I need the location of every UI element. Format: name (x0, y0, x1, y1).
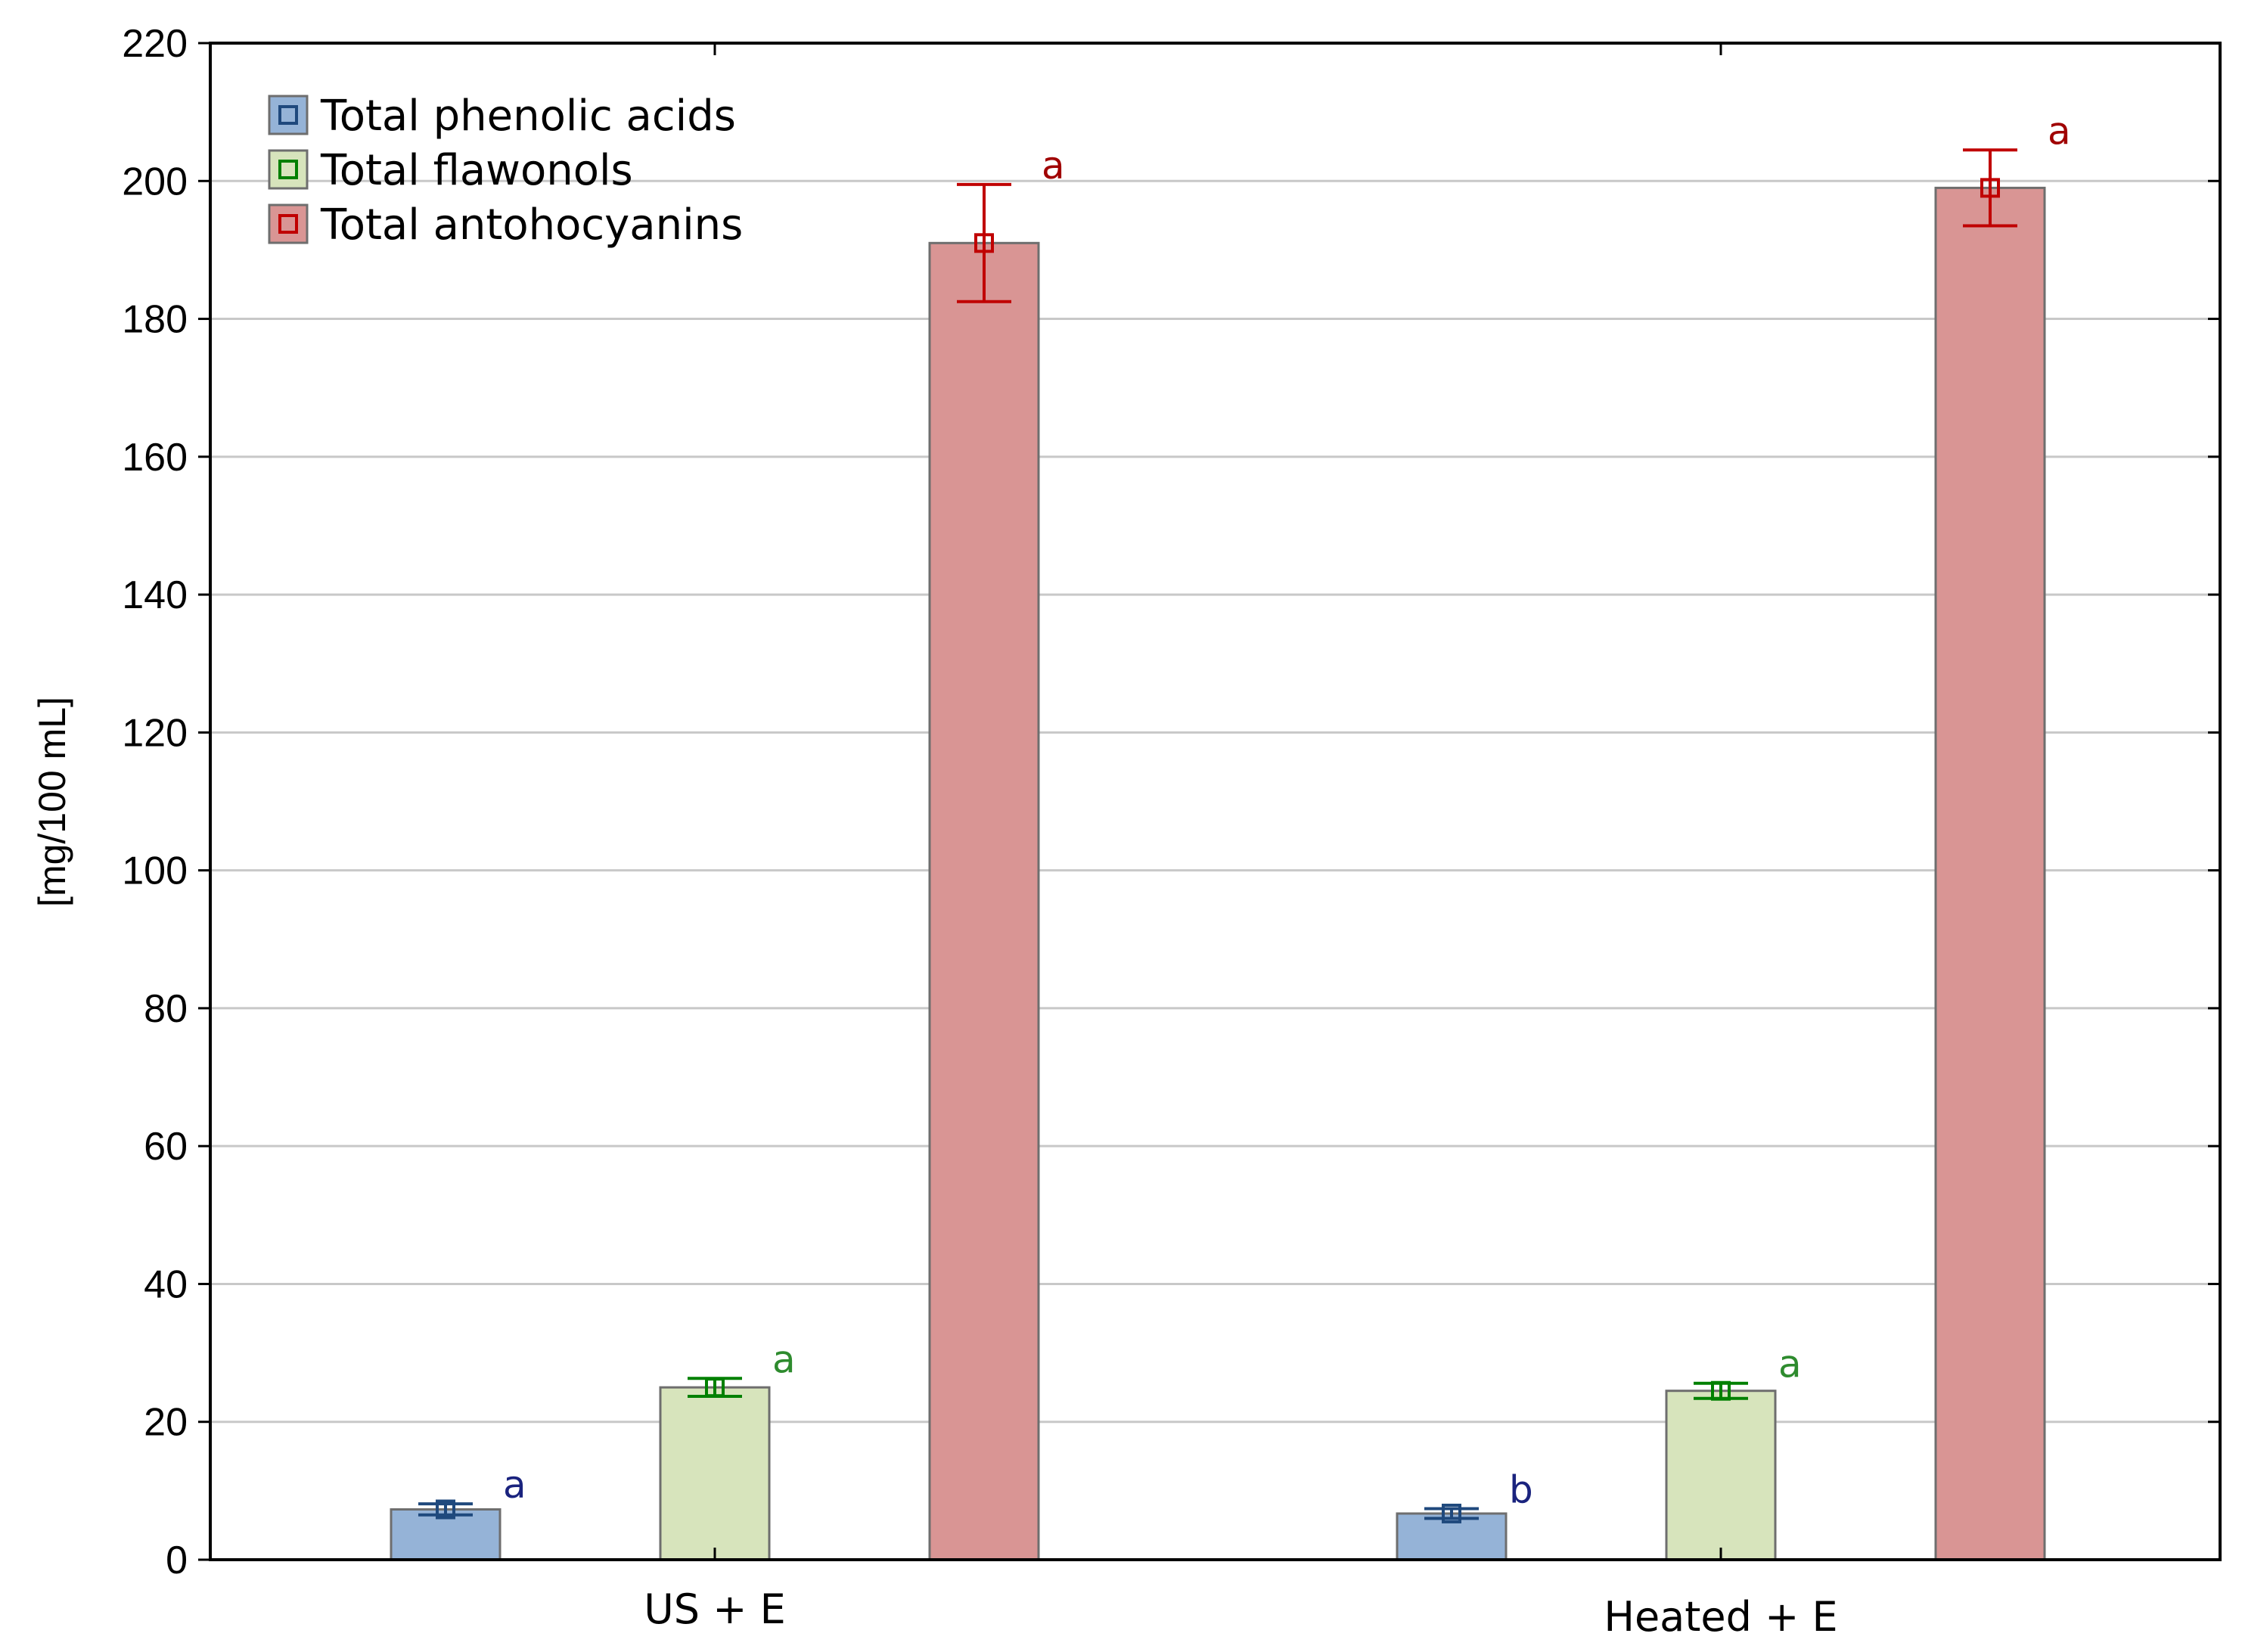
significance-letter: a (1778, 1343, 1802, 1386)
legend-label: Total flawonols (320, 146, 633, 195)
legend-item: Total antohocyanins (268, 200, 743, 250)
bar-group: a (390, 1463, 526, 1561)
y-tick-label: 120 (122, 711, 188, 755)
legend-marker (278, 214, 298, 234)
legend-label: Total phenolic acids (320, 92, 736, 141)
legend-swatch (268, 95, 309, 135)
y-tick-label: 160 (122, 436, 188, 480)
bars: a b a a a a (390, 109, 2071, 1561)
y-tick-label: 80 (144, 987, 188, 1031)
legend-item: Total phenolic acids (268, 92, 736, 141)
y-tick-label: 40 (144, 1262, 188, 1306)
significance-letter: a (772, 1337, 796, 1381)
legend-item: Total flawonols (268, 146, 633, 195)
y-tick-label: 100 (122, 849, 188, 893)
mean-marker (1711, 1380, 1731, 1401)
legend: Total phenolic acids Total flawonols Total… (268, 92, 743, 250)
significance-letter: b (1509, 1468, 1533, 1512)
y-axis-ticks: 0 20 40 60 80 100 120 140 160 180 200 220 (122, 22, 2220, 1582)
mean-marker (1442, 1503, 1461, 1523)
bar-group: a (1665, 1343, 1802, 1561)
legend-swatch (268, 203, 309, 244)
legend-label: Total antohocyanins (320, 200, 743, 250)
mean-marker (705, 1377, 725, 1398)
y-tick-label: 140 (122, 573, 188, 617)
y-tick-label: 180 (122, 298, 188, 342)
legend-marker (278, 105, 298, 125)
y-axis-title: [mg/100 mL] (31, 697, 73, 907)
significance-letter: a (1042, 144, 1065, 188)
bar (1665, 1390, 1777, 1561)
bar-group: a (659, 1337, 796, 1561)
bar (659, 1386, 771, 1561)
bar (928, 241, 1040, 1561)
gridlines (210, 179, 2220, 1424)
y-tick-label: 20 (144, 1401, 188, 1445)
x-category-label: US + E (644, 1585, 786, 1633)
mean-marker (436, 1499, 455, 1520)
significance-letter: a (503, 1463, 526, 1507)
bar (1934, 186, 2046, 1561)
bar-group: a (1934, 109, 2071, 1561)
plot-frame (209, 42, 2222, 1561)
legend-swatch (268, 149, 309, 190)
y-tick-label: 200 (122, 160, 188, 203)
y-tick-label: 60 (144, 1125, 188, 1169)
mean-marker (974, 233, 994, 253)
x-axis-categories: US + E Heated + E (644, 43, 1838, 1641)
bar-group: a (928, 144, 1065, 1561)
y-tick-label: 0 (166, 1539, 188, 1582)
mean-marker (1980, 178, 2000, 198)
bar-group: b (1396, 1468, 1533, 1561)
y-tick-label: 220 (122, 22, 188, 66)
plot-border (209, 42, 2222, 1561)
legend-marker (278, 160, 298, 179)
significance-letter: a (2048, 109, 2071, 153)
x-category-label: Heated + E (1604, 1593, 1837, 1641)
